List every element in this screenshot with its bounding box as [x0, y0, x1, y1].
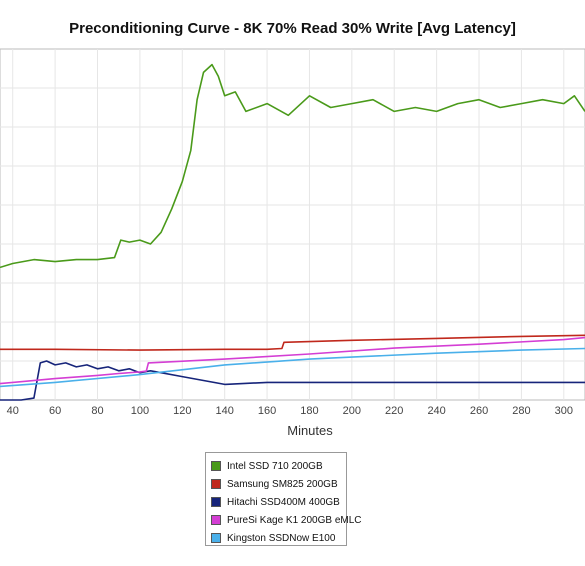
legend-label: Samsung SM825 200GB	[227, 478, 338, 490]
x-tick-label: 180	[300, 405, 318, 417]
legend-swatch	[211, 461, 221, 471]
plot-background	[0, 48, 585, 401]
chart-title: Preconditioning Curve - 8K 70% Read 30% …	[69, 20, 516, 37]
legend-swatch	[211, 533, 221, 543]
legend-swatch	[211, 497, 221, 507]
series-lines	[0, 63, 585, 401]
series-line-2	[0, 334, 585, 351]
legend-label: Kingston SSDNow E100	[227, 532, 336, 544]
series-line-1	[0, 63, 585, 269]
legend-label: Hitachi SSD400M 400GB	[227, 496, 340, 508]
x-tick-labels: 40 60 80 100 120 140 160 180 200 220 240 260 280 300	[7, 405, 573, 417]
x-tick-label: 140	[215, 405, 233, 417]
x-tick-label: 80	[91, 405, 103, 417]
x-tick-label: 100	[131, 405, 149, 417]
x-axis-label: Minutes	[287, 423, 333, 438]
legend-item: PureSi Kage K1 200GB eMLC	[211, 511, 362, 529]
x-tick-label: 40	[7, 405, 19, 417]
gridlines	[0, 49, 585, 400]
x-tick-label: 240	[427, 405, 445, 417]
legend-item: Samsung SM825 200GB	[211, 475, 346, 493]
series-line-4	[0, 336, 585, 385]
series-line-5	[0, 347, 585, 388]
x-tick-label: 120	[173, 405, 191, 417]
legend-swatch	[211, 479, 221, 489]
legend-item: Intel SSD 710 200GB	[211, 457, 346, 475]
x-tick-label: 260	[470, 405, 488, 417]
x-tick-label: 300	[555, 405, 573, 417]
legend-item: Hitachi SSD400M 400GB	[211, 493, 346, 511]
x-tick-label: 220	[385, 405, 403, 417]
legend-label: PureSi Kage K1 200GB eMLC	[227, 514, 362, 526]
x-tick-label: 160	[258, 405, 276, 417]
x-tick-label: 200	[343, 405, 361, 417]
x-tick-label: 280	[512, 405, 530, 417]
x-tick-label: 60	[49, 405, 61, 417]
legend-label: Intel SSD 710 200GB	[227, 460, 323, 472]
legend-item: Kingston SSDNow E100	[211, 529, 346, 547]
legend: Intel SSD 710 200GB Samsung SM825 200GB Hi…	[205, 452, 362, 547]
legend-swatch	[211, 515, 221, 525]
